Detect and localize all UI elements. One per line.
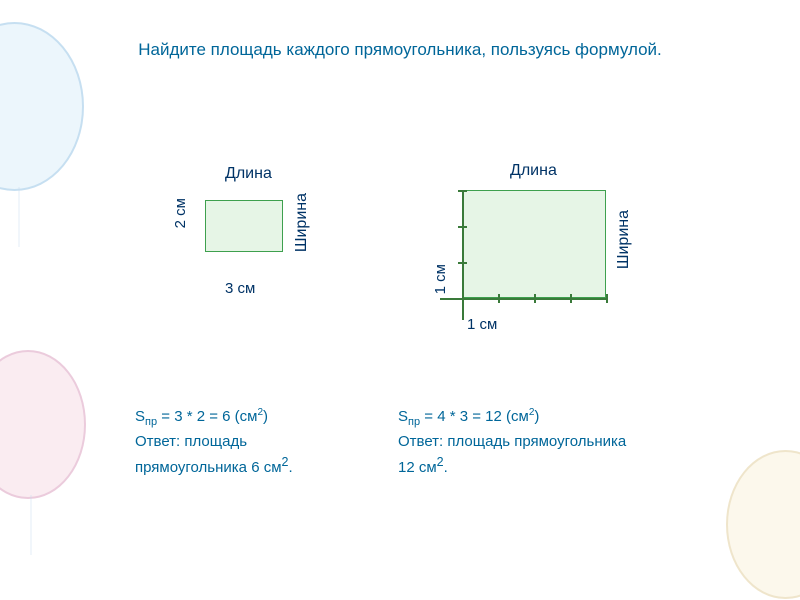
balloon-pink-string: [30, 495, 32, 555]
fig1-length-label: Длина: [225, 165, 272, 183]
fig2-ruler-vertical: [462, 190, 464, 320]
fig2-answer-text: Ответ: площадь прямоугольника 12 см2.: [398, 431, 628, 480]
fig2-left-dim: 1 см: [432, 264, 449, 294]
fig2-bottom-dim: 1 см: [467, 316, 497, 333]
balloon-blue-string: [18, 187, 20, 247]
fig1-formula: Sпр = 3 * 2 = 6 (см2): [135, 405, 355, 431]
balloon-yellow: [726, 450, 800, 599]
fig1-bottom-dim: 3 см: [225, 280, 255, 297]
fig2-length-label: Длина: [510, 162, 557, 180]
fig1-rectangle: [205, 200, 283, 252]
balloon-pink: [0, 350, 86, 499]
balloon-blue: [0, 22, 84, 191]
fig2-answer-block: Sпр = 4 * 3 = 12 (см2) Ответ: площадь пр…: [398, 405, 628, 480]
fig1-width-label: Ширина: [293, 193, 311, 252]
fig1-left-dim: 2 см: [172, 198, 189, 228]
fig1-answer-text: Ответ: площадь прямоугольника 6 см2.: [135, 431, 355, 480]
fig1-answer-block: Sпр = 3 * 2 = 6 (см2) Ответ: площадь пря…: [135, 405, 355, 480]
page-title: Найдите площадь каждого прямоугольника, …: [100, 38, 700, 62]
fig2-formula: Sпр = 4 * 3 = 12 (см2): [398, 405, 628, 431]
fig2-width-label: Ширина: [615, 210, 633, 269]
fig2-rectangle: [462, 190, 606, 298]
fig2-ruler-horizontal: [440, 298, 606, 300]
